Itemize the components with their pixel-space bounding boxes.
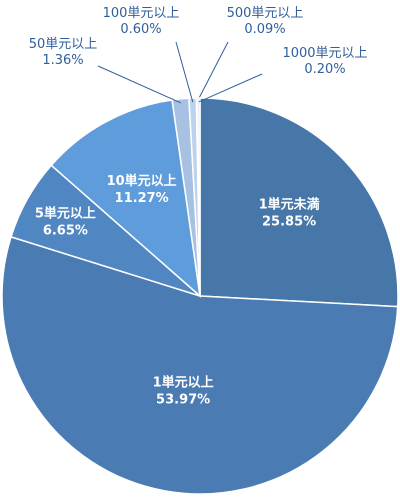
slice-label: 1単元未満 bbox=[259, 197, 320, 213]
leader-line bbox=[196, 41, 229, 103]
leader-line bbox=[175, 41, 194, 103]
slice-label: 100単元以上 bbox=[103, 5, 180, 21]
slice-label: 1000単元以上 bbox=[282, 45, 367, 61]
slice-value-label: 1.36% bbox=[42, 53, 83, 68]
slice-value-label: 25.85% bbox=[262, 215, 316, 230]
slice-value-label: 0.60% bbox=[120, 22, 161, 37]
pie-slice bbox=[199, 97, 399, 308]
slice-value-label: 0.20% bbox=[304, 62, 345, 77]
leader-line bbox=[97, 65, 182, 104]
pie-slice bbox=[1, 235, 399, 495]
slice-value-label: 6.65% bbox=[43, 223, 88, 238]
leader-line bbox=[198, 73, 263, 103]
slice-value-label: 0.09% bbox=[244, 22, 285, 37]
slice-label: 5単元以上 bbox=[35, 205, 96, 221]
slice-label: 50単元以上 bbox=[29, 36, 98, 52]
pie-slice bbox=[196, 97, 201, 297]
slice-label: 1単元以上 bbox=[153, 375, 214, 391]
slice-label: 10単元以上 bbox=[107, 173, 177, 189]
pie-slice bbox=[50, 99, 202, 298]
slice-value-label: 11.27% bbox=[115, 191, 169, 206]
slice-value-label: 53.97% bbox=[156, 393, 210, 408]
slice-label: 500単元以上 bbox=[227, 5, 304, 21]
